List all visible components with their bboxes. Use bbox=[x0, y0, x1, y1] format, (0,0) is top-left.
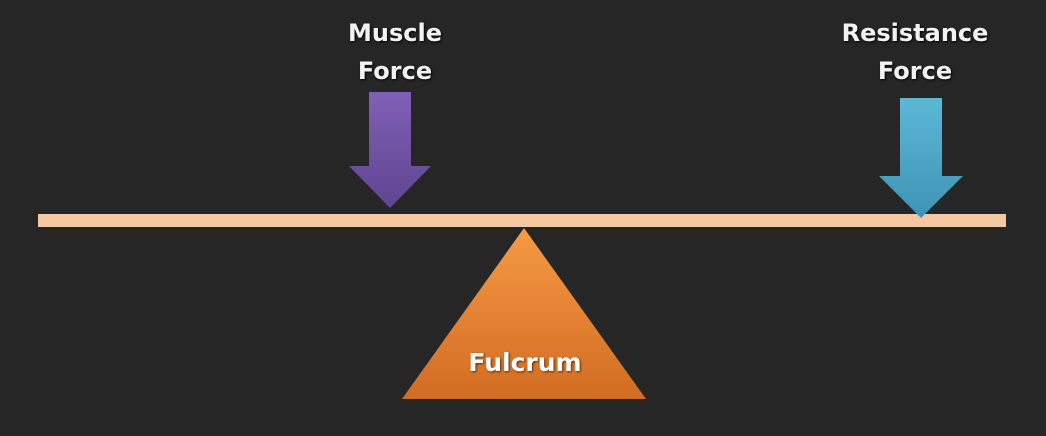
muscle-force-arrow bbox=[349, 92, 431, 208]
fulcrum-triangle bbox=[402, 228, 646, 399]
lever-bar bbox=[38, 214, 1006, 227]
resistance-force-label: Resistance Force bbox=[815, 14, 1015, 90]
fulcrum-label: Fulcrum bbox=[468, 348, 582, 377]
muscle-force-label: Muscle Force bbox=[315, 14, 475, 90]
muscle-force-label-line2: Force bbox=[357, 57, 433, 85]
resistance-force-arrow bbox=[879, 98, 963, 218]
resistance-force-label-line2: Force bbox=[877, 57, 953, 85]
muscle-force-label-line1: Muscle bbox=[348, 19, 442, 47]
resistance-force-label-line1: Resistance bbox=[841, 19, 989, 47]
